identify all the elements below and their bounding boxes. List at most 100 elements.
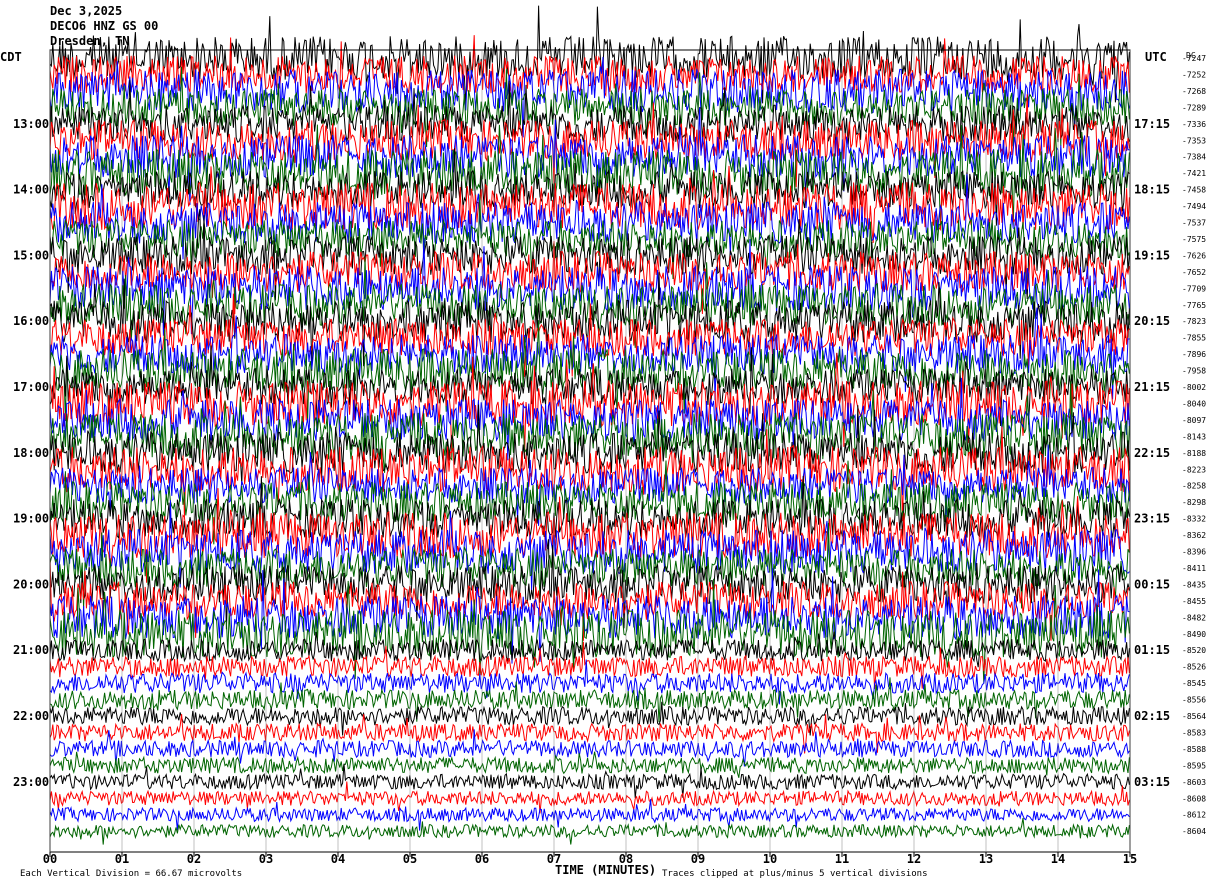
- dc-value-label: -7289: [1182, 103, 1206, 112]
- left-hour-label: 17:00: [13, 380, 49, 394]
- right-hour-labels: 17:15 18:15 19:15 20:15 21:15 22:15 23:15 00:15…: [1134, 117, 1170, 789]
- trace-row: [49, 568, 1130, 664]
- dc-value-label: -7855: [1182, 334, 1206, 343]
- trace-row: [49, 475, 1130, 552]
- x-tick-label: 03: [259, 852, 273, 866]
- dc-value-label: -7823: [1182, 317, 1206, 326]
- header-location: Dresden, TN: [50, 34, 130, 48]
- trace-row: [49, 194, 1130, 280]
- x-tick-label: 14: [1051, 852, 1065, 866]
- dc-value-label: -8490: [1182, 630, 1206, 639]
- dc-value-label: -7247: [1182, 54, 1206, 63]
- dc-value-label: -7626: [1182, 251, 1206, 260]
- dc-value-label: -8604: [1182, 827, 1206, 836]
- left-axis-title: CDT: [0, 50, 22, 64]
- left-hour-label: 22:00: [13, 709, 49, 723]
- trace-row: [49, 557, 1130, 641]
- trace-row: [49, 107, 1130, 209]
- dc-value-label: -8002: [1182, 383, 1206, 392]
- trace-row: [49, 641, 1130, 689]
- trace-row: [49, 94, 1130, 188]
- dc-value-label: -7252: [1182, 70, 1206, 79]
- trace-row: [49, 781, 1130, 814]
- left-hour-label: 18:00: [13, 446, 49, 460]
- trace-row: [49, 714, 1130, 754]
- right-hour-label: 18:15: [1134, 183, 1170, 197]
- x-axis: 00 01 02 03 04 05 06 07 08 09 10 11 12 13 14 15: [43, 852, 1137, 866]
- dc-value-label: -8040: [1182, 399, 1206, 408]
- x-tick-label: 04: [331, 852, 345, 866]
- trace-row: [49, 320, 1130, 423]
- header-date: Dec 3,2025: [50, 4, 123, 18]
- trace-row: [49, 677, 1130, 723]
- trace-row: [49, 56, 1130, 138]
- dc-value-label: -7494: [1182, 202, 1206, 211]
- right-hour-label: 20:15: [1134, 314, 1170, 328]
- dc-value-label: -8603: [1182, 778, 1206, 787]
- x-tick-label: 06: [475, 852, 489, 866]
- dc-value-label: -8482: [1182, 613, 1206, 622]
- x-tick-label: 00: [43, 852, 57, 866]
- trace-row: [49, 763, 1130, 798]
- dc-value-label: -7765: [1182, 301, 1206, 310]
- left-hour-label: 13:00: [13, 117, 49, 131]
- dc-value-label: -7709: [1182, 284, 1206, 293]
- trace-row: [49, 80, 1130, 148]
- x-tick-label: 12: [907, 852, 921, 866]
- x-axis-label: TIME (MINUTES): [555, 863, 656, 877]
- dc-value-label: -8258: [1182, 482, 1206, 491]
- dc-value-label: -8188: [1182, 449, 1206, 458]
- dc-value-label: -8362: [1182, 531, 1206, 540]
- dc-value-label: -7384: [1182, 153, 1206, 162]
- trace-row: [49, 460, 1130, 545]
- dc-value-label: -7896: [1182, 350, 1206, 359]
- dc-value-label: -8556: [1182, 696, 1206, 705]
- dc-value-label: -7353: [1182, 136, 1206, 145]
- dc-value-label: -7458: [1182, 186, 1206, 195]
- trace-row: [49, 237, 1130, 336]
- dc-value-label: -8564: [1182, 712, 1206, 721]
- trace-row: [49, 209, 1130, 301]
- trace-row: [49, 659, 1130, 705]
- trace-row: [49, 66, 1130, 148]
- x-tick-label: 11: [835, 852, 849, 866]
- x-tick-label: 15: [1123, 852, 1137, 866]
- left-hour-label: 19:00: [13, 512, 49, 526]
- right-hour-label: 03:15: [1134, 775, 1170, 789]
- trace-row: [49, 488, 1130, 583]
- trace-row: [49, 539, 1130, 630]
- dc-value-label: -8612: [1182, 811, 1206, 820]
- right-hour-label: 02:15: [1134, 709, 1170, 723]
- dc-value-label: -8435: [1182, 580, 1206, 589]
- dc-header: DC: [1186, 51, 1196, 60]
- seismic-traces: [49, 5, 1130, 845]
- dc-value-label: -8545: [1182, 679, 1206, 688]
- footer-right-note: Traces clipped at plus/minus 5 vertical …: [662, 869, 928, 879]
- dc-value-label: -7537: [1182, 219, 1206, 228]
- dc-value-label: -8143: [1182, 432, 1206, 441]
- dc-value-label: -8526: [1182, 663, 1206, 672]
- right-hour-label: 00:15: [1134, 577, 1170, 591]
- x-tick-label: 01: [115, 852, 129, 866]
- right-hour-label: 17:15: [1134, 117, 1170, 131]
- left-hour-labels: 13:00 14:00 15:00 16:00 17:00 18:00 19:00 20:00…: [13, 117, 49, 789]
- trace-row: [49, 799, 1130, 831]
- trace-row: [49, 522, 1130, 609]
- right-axis-title: UTC: [1145, 50, 1167, 64]
- dc-value-label: -8223: [1182, 465, 1206, 474]
- trace-row: [49, 729, 1130, 767]
- x-tick-label: 02: [187, 852, 201, 866]
- x-tick-label: 10: [763, 852, 777, 866]
- left-hour-label: 21:00: [13, 643, 49, 657]
- dc-value-label: -7652: [1182, 268, 1206, 277]
- dc-value-label: -7575: [1182, 235, 1206, 244]
- left-hour-label: 23:00: [13, 775, 49, 789]
- right-hour-label: 19:15: [1134, 248, 1170, 262]
- dc-value-label: -7336: [1182, 120, 1206, 129]
- x-tick-label: 07: [547, 852, 561, 866]
- trace-row: [49, 165, 1130, 243]
- trace-row: [49, 241, 1130, 315]
- header-station: DECO6 HNZ GS 00: [50, 19, 159, 33]
- x-tick-label: 13: [979, 852, 993, 866]
